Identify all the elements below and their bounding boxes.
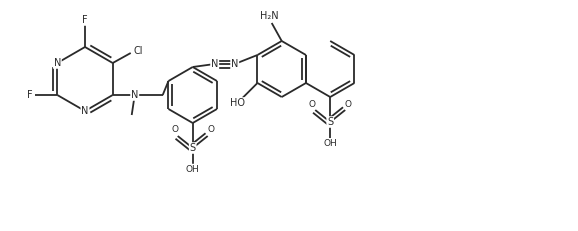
Text: HO: HO xyxy=(230,98,245,108)
Text: O: O xyxy=(344,100,351,109)
Text: S: S xyxy=(190,143,196,153)
Text: OH: OH xyxy=(186,164,199,173)
Text: O: O xyxy=(207,125,214,134)
Text: N: N xyxy=(131,90,138,100)
Text: N: N xyxy=(81,106,88,116)
Text: N: N xyxy=(54,58,61,68)
Text: OH: OH xyxy=(323,140,337,149)
Text: S: S xyxy=(327,117,334,127)
Text: F: F xyxy=(28,90,33,100)
Text: F: F xyxy=(82,15,88,25)
Text: O: O xyxy=(309,100,316,109)
Text: N: N xyxy=(211,59,218,69)
Text: H₂N: H₂N xyxy=(261,11,279,21)
Text: Cl: Cl xyxy=(134,46,143,56)
Text: O: O xyxy=(171,125,178,134)
Text: N: N xyxy=(231,59,238,69)
